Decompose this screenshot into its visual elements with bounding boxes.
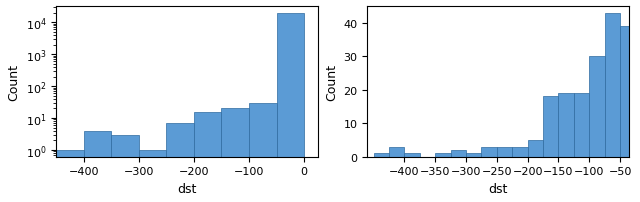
- Bar: [111, 135, 139, 202]
- X-axis label: dst: dst: [177, 182, 196, 195]
- Bar: [605, 14, 620, 157]
- Bar: [527, 140, 543, 157]
- Bar: [374, 154, 389, 157]
- Bar: [435, 154, 451, 157]
- Bar: [497, 147, 512, 157]
- Bar: [466, 154, 481, 157]
- Bar: [389, 147, 404, 157]
- Bar: [481, 147, 497, 157]
- Bar: [620, 27, 636, 157]
- Y-axis label: Count: Count: [7, 64, 20, 100]
- Bar: [276, 14, 304, 202]
- Bar: [139, 150, 166, 202]
- Bar: [559, 94, 574, 157]
- Y-axis label: Count: Count: [325, 64, 338, 100]
- Bar: [574, 94, 589, 157]
- Bar: [543, 97, 559, 157]
- Bar: [56, 150, 84, 202]
- X-axis label: dst: dst: [489, 182, 508, 195]
- Bar: [221, 109, 249, 202]
- Bar: [84, 131, 111, 202]
- Bar: [166, 123, 194, 202]
- Bar: [249, 103, 276, 202]
- Bar: [451, 150, 466, 157]
- Bar: [404, 154, 420, 157]
- Bar: [194, 113, 221, 202]
- Bar: [589, 57, 605, 157]
- Bar: [512, 147, 527, 157]
